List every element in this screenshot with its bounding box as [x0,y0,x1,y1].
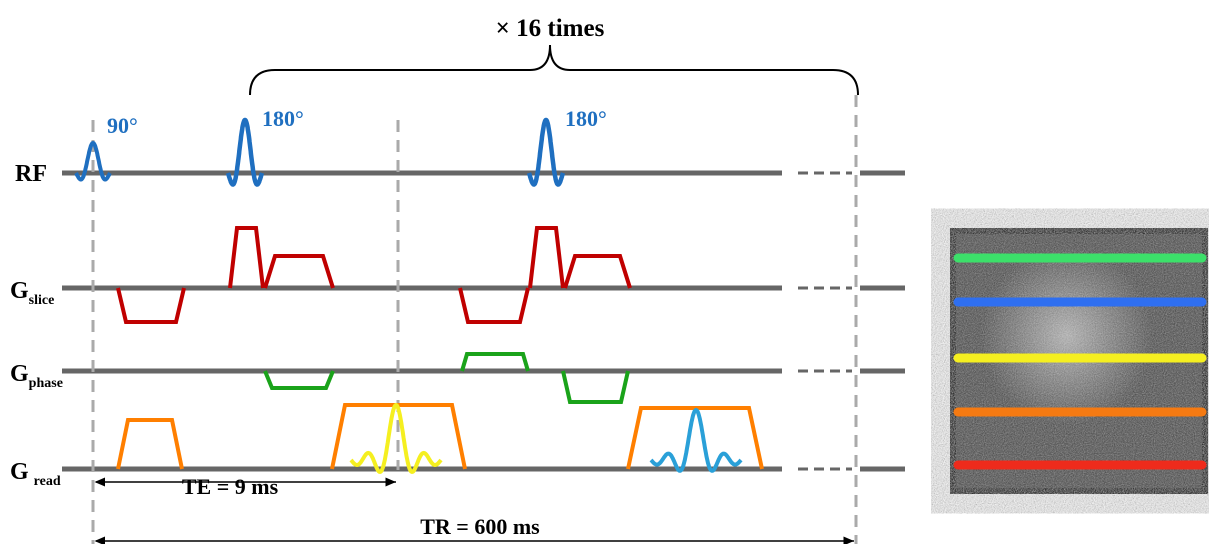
pulse-label: 180° [262,106,304,131]
row-label: Gphase [10,361,63,391]
te-label: TE = 9 ms [182,474,279,499]
tr-label: TR = 600 ms [420,514,540,539]
pulse-label: 90° [107,113,138,138]
waveform [651,410,741,471]
row-label: Gslice [10,278,54,308]
repeat-brace [250,45,858,95]
waveform [351,405,441,472]
pulse-label: 180° [565,106,607,131]
pulse-sequence-diagram: × 16 times 90° 180° 180° RF Gslice Gphas… [0,0,1209,544]
continuation [798,173,852,469]
title: × 16 times [496,15,605,42]
phase-gradients [265,354,628,402]
slice-gradients [118,228,630,322]
image-thumbnail [950,228,1208,494]
row-label: RF [15,161,47,187]
